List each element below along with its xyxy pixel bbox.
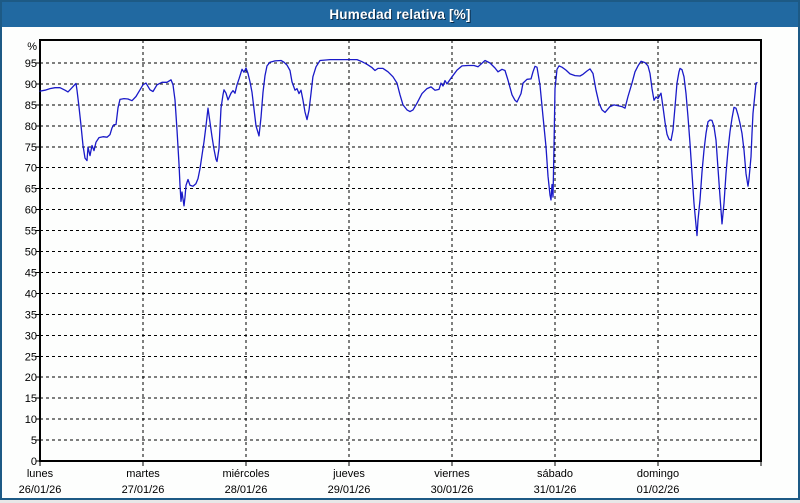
y-tick-label: 45 (25, 267, 37, 279)
y-tick-label: 85 (25, 100, 37, 112)
y-tick-label: 30 (25, 330, 37, 342)
chart-area: 95 90 85 80 75 70 65 60 55 50 45 40 35 30 25 20 15 10 5 0% l… (2, 27, 798, 498)
x-date-label: 27/01/26 (122, 484, 165, 496)
x-date-label: 28/01/26 (225, 484, 268, 496)
x-date-label: 30/01/26 (431, 484, 474, 496)
y-tick-label: 20 (25, 372, 37, 384)
x-day-label: miércoles (222, 468, 270, 480)
y-tick-label: 55 (25, 226, 37, 238)
y-tick-label: 60 (25, 205, 37, 217)
y-tick-label: 40 (25, 288, 37, 300)
x-date-label: 26/01/26 (19, 484, 62, 496)
humidity-line-chart: 95908580757065605550454035302520151050%l… (19, 39, 762, 496)
y-tick-label: 80 (25, 121, 37, 133)
x-day-label: lunes (27, 468, 54, 480)
x-date-label: 29/01/26 (328, 484, 371, 496)
y-tick-label: 35 (25, 309, 37, 321)
y-tick-label: 95 (25, 58, 37, 70)
x-day-label: martes (126, 468, 160, 480)
x-day-label: sábado (537, 468, 573, 480)
x-day-label: jueves (332, 468, 365, 480)
x-day-label: viernes (434, 468, 470, 480)
y-tick-label: 75 (25, 142, 37, 154)
y-tick-label: 10 (25, 414, 37, 426)
plot-frame (39, 39, 762, 462)
chart-titlebar: Humedad relativa [%] (2, 2, 798, 27)
y-tick-label: 70 (25, 163, 37, 175)
x-date-label: 01/02/26 (637, 484, 680, 496)
y-tick-label: 5 (31, 435, 37, 447)
y-tick-label: 15 (25, 393, 37, 405)
y-tick-label: 50 (25, 247, 37, 259)
y-tick-label: 65 (25, 184, 37, 196)
y-axis-unit-label: % (27, 41, 37, 53)
y-tick-label: 0 (31, 456, 37, 468)
y-tick-label: 25 (25, 351, 37, 363)
x-day-label: domingo (637, 468, 679, 480)
x-date-label: 31/01/26 (534, 484, 577, 496)
chart-title: Humedad relativa [%] (329, 7, 471, 22)
y-tick-label: 90 (25, 79, 37, 91)
humidity-series-line (39, 58, 758, 237)
